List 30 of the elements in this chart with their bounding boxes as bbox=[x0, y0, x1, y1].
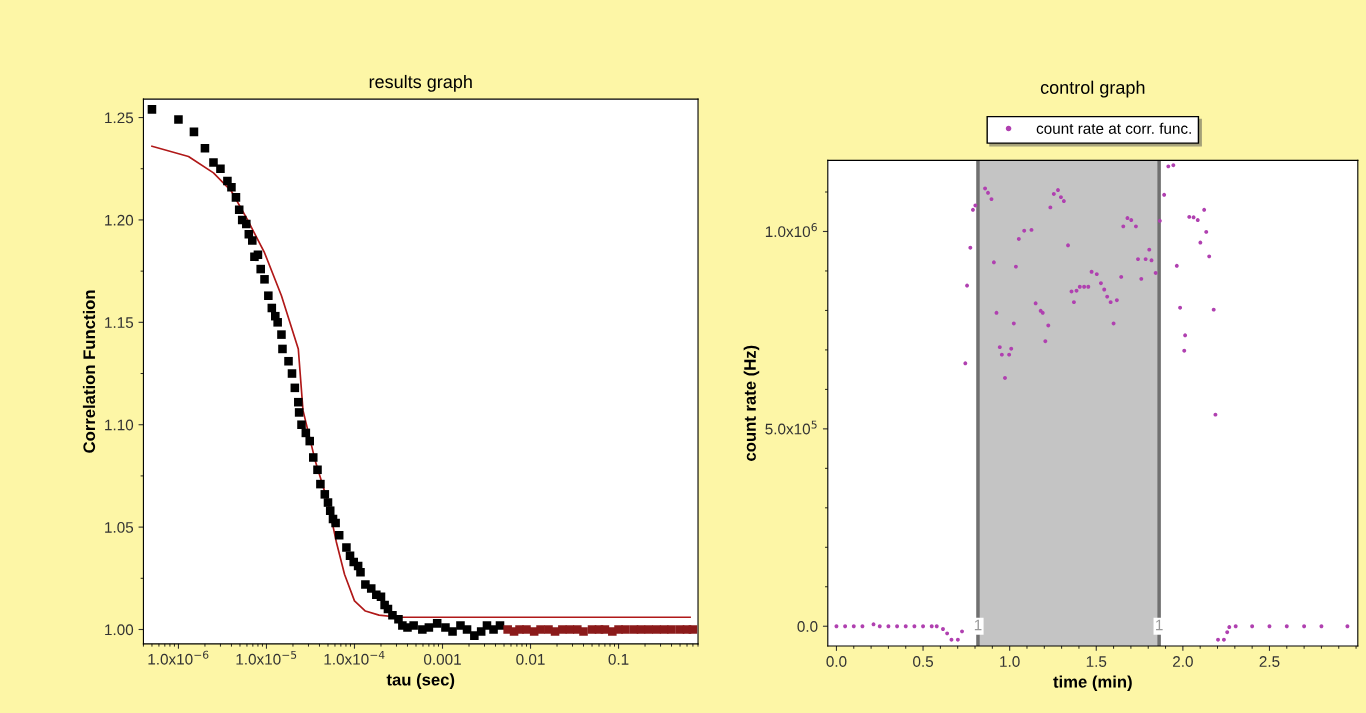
y-tick-label: 1.15 bbox=[105, 317, 134, 329]
x-tick-label: 1.0x10$^{−5}$ bbox=[236, 650, 297, 665]
y-tick-label: 1.20 bbox=[105, 214, 134, 226]
y-axis-title: Correlation Function bbox=[82, 290, 96, 453]
y-tick-label: 1.10 bbox=[105, 419, 134, 431]
y-tick-label: 0.0 bbox=[797, 621, 818, 632]
chart-title: control graph bbox=[1040, 80, 1145, 98]
y-tick-label: 1.05 bbox=[105, 521, 134, 533]
chart-title: results graph bbox=[369, 74, 472, 92]
x-tick-label: 0.001 bbox=[423, 653, 461, 665]
y-tick-label: 1.00 bbox=[105, 624, 134, 636]
y-tick-label: 1.0x10$^{6}$ bbox=[765, 223, 817, 238]
y-tick-label: 1.25 bbox=[105, 112, 134, 124]
x-tick-label: 1.0x10$^{−4}$ bbox=[324, 650, 385, 665]
x-tick-label: 0.1 bbox=[608, 653, 629, 665]
x-tick-label: 1.5 bbox=[1086, 656, 1107, 667]
y-axis-title: count rate (Hz) bbox=[743, 345, 760, 461]
x-tick-label: 0.0 bbox=[826, 656, 847, 667]
x-tick-label: 1.0 bbox=[1000, 656, 1020, 667]
legend-label: count rate at corr. func. bbox=[1036, 122, 1191, 134]
x-tick-label: 1.0x10$^{−6}$ bbox=[148, 650, 209, 665]
x-axis-title: time (min) bbox=[1053, 675, 1132, 692]
x-tick-label: 0.01 bbox=[516, 653, 545, 665]
y-tick-label: 5.0x10$^{5}$ bbox=[765, 420, 817, 435]
x-axis-title: tau (sec) bbox=[386, 673, 455, 689]
x-tick-label: 0.5 bbox=[913, 656, 934, 667]
annotation: 1 bbox=[974, 619, 982, 631]
x-tick-label: 2.0 bbox=[1173, 656, 1193, 667]
x-tick-label: 2.5 bbox=[1259, 656, 1280, 667]
annotation: 1 bbox=[1156, 619, 1163, 631]
